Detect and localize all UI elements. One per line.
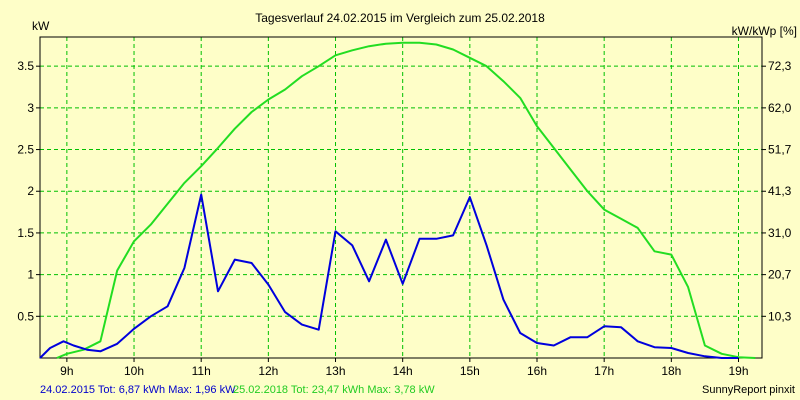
y-tick-label: 1	[27, 268, 34, 282]
x-axis-ticks: 9h 10h 11h 12h 13h 14h 15h 16h 17h 18h 19h	[60, 358, 749, 378]
footer-series1-summary: 24.02.2015 Tot: 6,87 kWh Max: 1,96 kW	[40, 384, 236, 396]
footer-brand: SunnyReport pinxit	[702, 384, 795, 396]
y-tick-label: 0.5	[17, 309, 34, 323]
y-tick-label: 2	[27, 184, 34, 198]
grid	[40, 37, 762, 358]
x-tick-label: 19h	[728, 364, 748, 378]
x-tick-label: 18h	[661, 364, 681, 378]
x-tick-label: 14h	[393, 364, 413, 378]
x-tick-label: 12h	[258, 364, 278, 378]
y-right-tick-label: 51,7	[768, 143, 792, 157]
y-tick-label: 2.5	[17, 143, 34, 157]
y-right-tick-label: 20,7	[768, 268, 792, 282]
y-tick-label: 3.5	[17, 59, 34, 73]
y-right-tick-label: 72,3	[768, 59, 792, 73]
y-tick-label: 1.5	[17, 226, 34, 240]
x-tick-label: 11h	[192, 364, 211, 378]
x-tick-label: 13h	[326, 364, 346, 378]
series-line-2015	[39, 193, 739, 359]
x-tick-label: 9h	[60, 364, 73, 378]
series-line-2018	[56, 41, 756, 359]
plot-frame	[39, 36, 763, 359]
series-layer	[39, 41, 756, 359]
x-tick-label: 15h	[460, 364, 480, 378]
x-tick-label: 16h	[527, 364, 547, 378]
y-axis-right-ticks: 10,3 20,7 31,0 41,3 51,7 62,0 72,3	[762, 59, 792, 323]
y-axis-right-label: kW/kWp [%]	[732, 24, 797, 38]
y-right-tick-label: 10,3	[768, 309, 792, 323]
y-right-tick-label: 31,0	[768, 226, 792, 240]
y-right-tick-label: 41,3	[768, 184, 792, 198]
x-tick-label: 10h	[124, 364, 144, 378]
x-tick-label: 17h	[594, 364, 614, 378]
y-right-tick-label: 62,0	[768, 101, 792, 115]
chart-title: Tagesverlauf 24.02.2015 im Vergleich zum…	[255, 11, 545, 25]
footer-series2-summary: 25.02.2018 Tot: 23,47 kWh Max: 3,78 kW	[233, 384, 435, 396]
y-tick-label: 3	[27, 101, 34, 115]
y-axis-left-label: kW	[32, 19, 50, 33]
y-axis-left-ticks: 0.5 1 1.5 2 2.5 3 3.5	[17, 59, 40, 323]
